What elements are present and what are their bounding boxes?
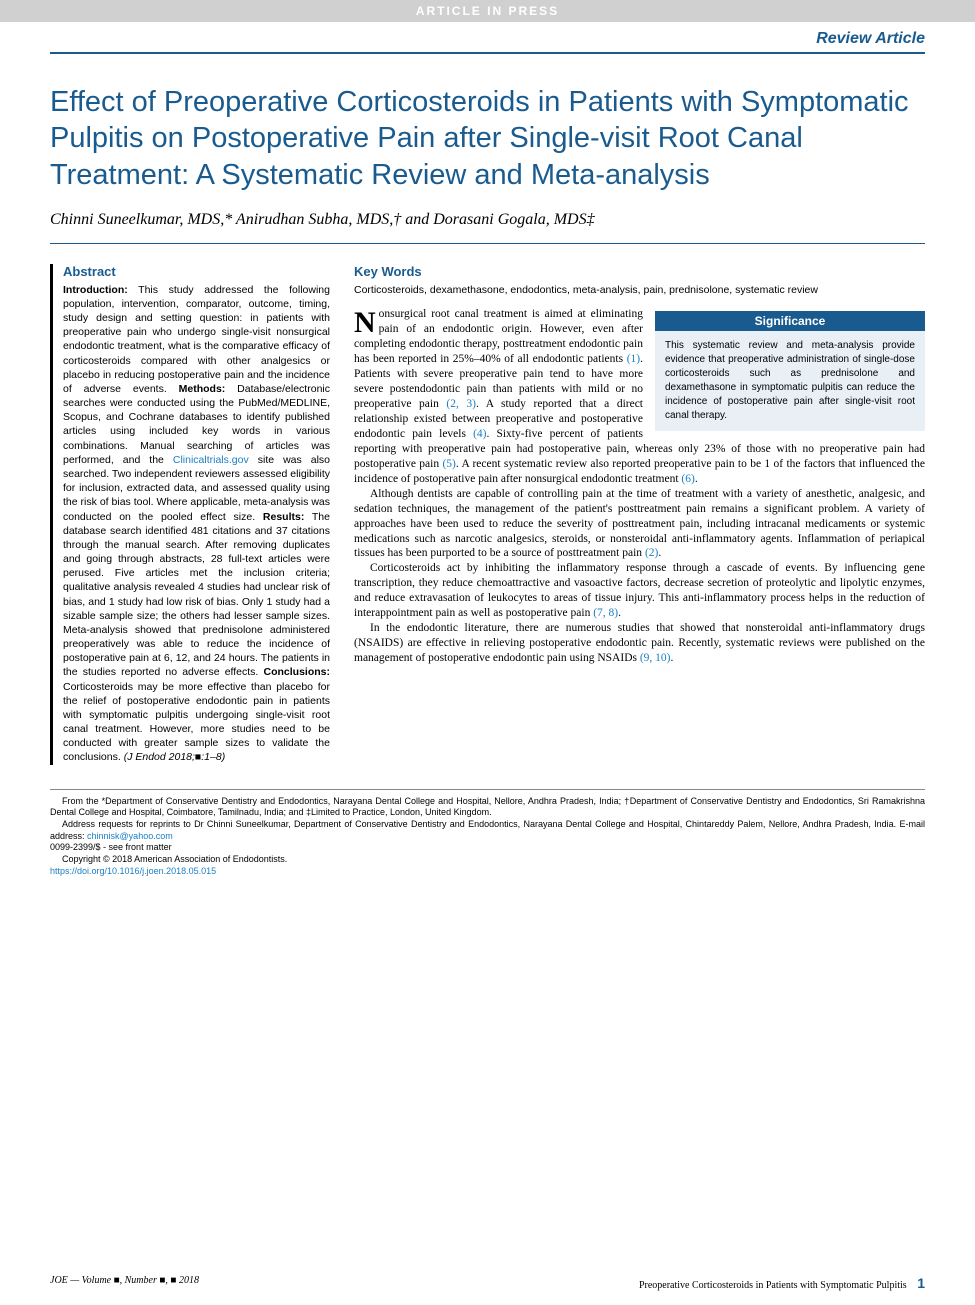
significance-box: Significance This systematic review and … xyxy=(655,311,925,431)
results-text: The database search identified 481 citat… xyxy=(63,511,330,679)
article-in-press-banner: ARTICLE IN PRESS xyxy=(0,0,975,22)
body-p3: Corticosteroids act by inhibiting the in… xyxy=(354,561,925,621)
affiliations: From the *Department of Conservative Den… xyxy=(0,796,975,878)
affil-doi[interactable]: https://doi.org/10.1016/j.joen.2018.05.0… xyxy=(50,866,925,878)
p2a: Although dentists are capable of control… xyxy=(354,488,925,560)
p4b: . xyxy=(671,652,674,664)
affil-issn: 0099-2399/$ - see front matter xyxy=(50,842,925,854)
affil-address: Address requests for reprints to Dr Chin… xyxy=(50,819,925,842)
abstract-heading: Abstract xyxy=(63,264,330,279)
affil-address-text: Address requests for reprints to Dr Chin… xyxy=(50,819,925,841)
body-column: Key Words Corticosteroids, dexamethasone… xyxy=(354,264,925,765)
two-column-layout: Abstract Introduction: This study addres… xyxy=(50,264,925,765)
intro-label: Introduction: xyxy=(63,284,128,296)
footer-right-text: Preoperative Corticosteroids in Patients… xyxy=(639,1280,907,1291)
results-label: Results: xyxy=(263,511,304,523)
body-p2: Although dentists are capable of control… xyxy=(354,487,925,562)
affil-copyright: Copyright © 2018 American Association of… xyxy=(50,854,925,866)
ref-1[interactable]: (1) xyxy=(627,353,640,365)
article-title: Effect of Preoperative Corticosteroids i… xyxy=(50,84,925,193)
significance-body: This systematic review and meta-analysis… xyxy=(655,331,925,431)
ref-6[interactable]: (6) xyxy=(681,473,694,485)
p1a: onsurgical root canal treatment is aimed… xyxy=(354,308,643,365)
author-underline xyxy=(50,243,925,244)
author-text: Chinni Suneelkumar, MDS,* Anirudhan Subh… xyxy=(50,211,595,228)
keywords-heading: Key Words xyxy=(354,264,925,279)
footer-right: Preoperative Corticosteroids in Patients… xyxy=(639,1275,925,1291)
abstract-column: Abstract Introduction: This study addres… xyxy=(50,264,330,765)
body-p4: In the endodontic literature, there are … xyxy=(354,621,925,666)
page-number: 1 xyxy=(917,1275,925,1291)
ref-7-8[interactable]: (7, 8) xyxy=(593,607,618,619)
email-link[interactable]: chinnisk@yahoo.com xyxy=(87,831,173,841)
p3a: Corticosteroids act by inhibiting the in… xyxy=(354,562,925,619)
methods-label: Methods: xyxy=(179,383,226,395)
affil-from: From the *Department of Conservative Den… xyxy=(50,796,925,819)
ref-2-3[interactable]: (2, 3) xyxy=(446,398,476,410)
dropcap: N xyxy=(354,307,379,336)
body-wrap: Significance This systematic review and … xyxy=(354,307,925,666)
intro-text: This study addressed the following popul… xyxy=(63,284,330,395)
clinicaltrials-link[interactable]: Clinicaltrials.gov xyxy=(173,454,249,466)
p3b: . xyxy=(618,607,621,619)
ref-9-10[interactable]: (9, 10) xyxy=(640,652,671,664)
abstract-text: Introduction: This study addressed the f… xyxy=(63,283,330,765)
ref-4[interactable]: (4) xyxy=(473,428,486,440)
p2b: . xyxy=(658,547,661,559)
footer-left: JOE — Volume ■, Number ■, ■ 2018 xyxy=(50,1275,199,1291)
page-footer: JOE — Volume ■, Number ■, ■ 2018 Preoper… xyxy=(50,1275,925,1291)
conclusions-label: Conclusions: xyxy=(263,666,330,678)
section-label: Review Article xyxy=(0,22,975,52)
ref-5[interactable]: (5) xyxy=(442,458,455,470)
p1f: . xyxy=(695,473,698,485)
keywords-text: Corticosteroids, dexamethasone, endodont… xyxy=(354,283,925,298)
significance-header: Significance xyxy=(655,311,925,331)
content-area: Effect of Preoperative Corticosteroids i… xyxy=(0,54,975,765)
ref-2[interactable]: (2) xyxy=(645,547,658,559)
footer-separator xyxy=(50,789,925,790)
abstract-citation: (J Endod 2018;■:1–8) xyxy=(124,751,226,763)
authors-line: Chinni Suneelkumar, MDS,* Anirudhan Subh… xyxy=(50,211,925,229)
